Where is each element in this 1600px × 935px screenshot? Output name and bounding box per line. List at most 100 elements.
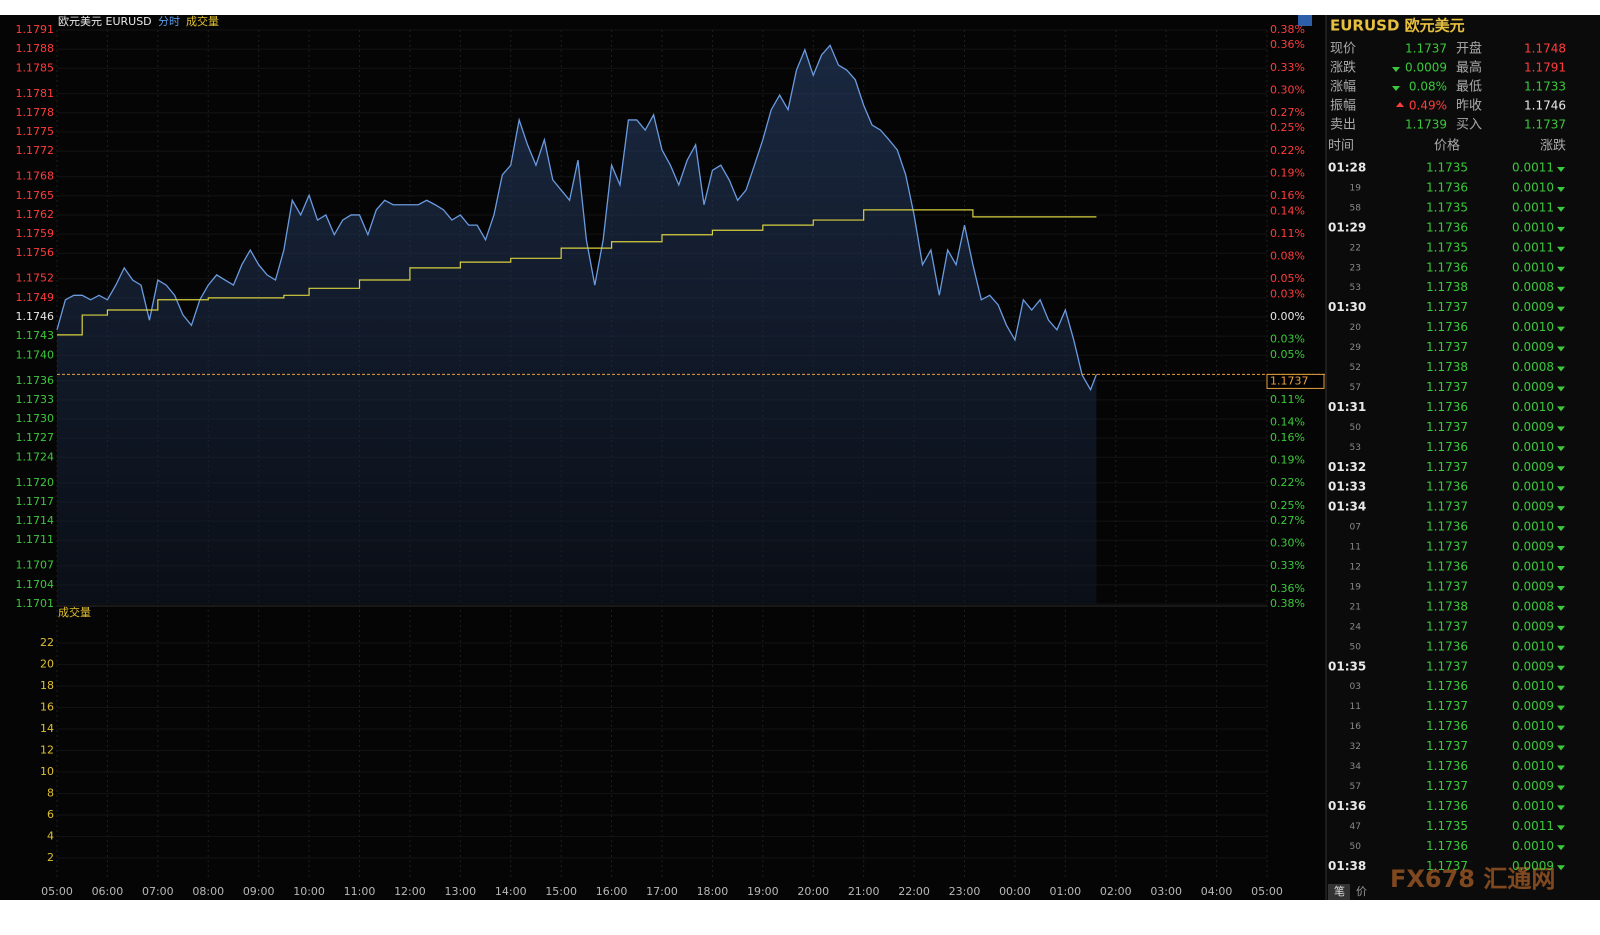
- trade-price: 1.1736: [1426, 320, 1468, 334]
- trade-change: 0.0008: [1512, 599, 1554, 613]
- arrow-icon: [1557, 745, 1565, 751]
- y2-tick-label: 0.14%: [1270, 416, 1305, 429]
- arrow-icon: [1557, 765, 1565, 771]
- trade-change: 0.0009: [1512, 500, 1554, 514]
- quote-label: 涨跌: [1330, 60, 1356, 76]
- x-tick-label: 17:00: [646, 885, 678, 898]
- x-tick-label: 14:00: [495, 885, 527, 898]
- arrow-icon: [1557, 685, 1565, 691]
- quote-value: 1.1748: [1524, 42, 1566, 56]
- trade-time: 16: [1350, 722, 1362, 732]
- quote-label: 卖出: [1330, 118, 1356, 133]
- indicator-label: 成交量: [186, 14, 219, 28]
- quote-value: 1.1746: [1524, 99, 1566, 113]
- x-tick-label: 05:00: [41, 885, 73, 898]
- arrow-icon: [1557, 286, 1565, 292]
- trade-price: 1.1737: [1426, 300, 1468, 314]
- trade-change: 0.0009: [1512, 579, 1554, 593]
- x-tick-label: 11:00: [344, 885, 376, 898]
- trade-time: 11: [1350, 702, 1361, 712]
- y2-tick-label: 0.14%: [1270, 204, 1305, 217]
- arrow-icon: [1557, 346, 1565, 352]
- trade-time: 53: [1350, 283, 1361, 293]
- quote-label: 涨幅: [1330, 80, 1356, 95]
- trade-change: 0.0009: [1512, 300, 1554, 314]
- trade-price: 1.1738: [1426, 280, 1468, 294]
- trade-time: 07: [1350, 523, 1361, 533]
- symbol-label: 欧元美元 EURUSD: [58, 15, 152, 28]
- trade-time: 01:35: [1328, 659, 1366, 673]
- trade-price: 1.1736: [1426, 679, 1468, 693]
- x-tick-label: 01:00: [1049, 885, 1081, 898]
- x-tick-label: 13:00: [444, 885, 476, 898]
- x-tick-label: 10:00: [293, 885, 325, 898]
- tab[interactable]: [1328, 884, 1350, 900]
- trade-time: 20: [1350, 323, 1362, 333]
- y2-tick-label: 0.22%: [1270, 144, 1305, 157]
- y2-tick-label: 0.19%: [1270, 167, 1305, 180]
- quote-label: 最高: [1456, 60, 1482, 76]
- y-tick-label: 1.1701: [16, 597, 55, 610]
- quote-value: 1.1737: [1405, 42, 1447, 56]
- quote-value: 1.1733: [1524, 80, 1566, 94]
- y-tick-label: 1.1756: [16, 246, 55, 259]
- arrow-icon: [1557, 486, 1565, 492]
- trade-time: 01:28: [1328, 161, 1366, 175]
- tab-label[interactable]: 笔: [1334, 884, 1345, 898]
- trade-time: 57: [1350, 383, 1361, 393]
- y-tick-label: 1.1785: [16, 61, 55, 74]
- tab-label[interactable]: 价: [1356, 885, 1367, 898]
- y2-tick-label: 0.38%: [1270, 23, 1305, 36]
- trade-change: 0.0010: [1512, 400, 1554, 414]
- y-tick-label: 1.1791: [16, 23, 55, 36]
- trade-change: 0.0010: [1512, 839, 1554, 853]
- trade-change: 0.0009: [1512, 420, 1554, 434]
- trade-time: 22: [1350, 243, 1361, 253]
- trade-change: 0.0009: [1512, 340, 1554, 354]
- y-tick-label: 22: [40, 636, 54, 649]
- arrow-icon: [1557, 805, 1565, 811]
- arrow-icon: [1557, 705, 1565, 711]
- y-tick-label: 1.1711: [16, 533, 55, 546]
- toggle-icon[interactable]: [1298, 15, 1312, 26]
- x-tick-label: 15:00: [545, 885, 577, 898]
- trade-time: 01:38: [1328, 859, 1366, 873]
- trade-price: 1.1735: [1426, 161, 1468, 175]
- trade-price: 1.1737: [1426, 460, 1468, 474]
- y2-tick-label: 0.11%: [1270, 227, 1305, 240]
- y-tick-label: 1.1752: [16, 272, 55, 285]
- y2-tick-label: 0.00%: [1270, 310, 1305, 323]
- y-tick-label: 1.1781: [16, 87, 55, 100]
- trade-price: 1.1737: [1426, 659, 1468, 673]
- trade-time: 52: [1350, 363, 1361, 373]
- arrow-icon: [1557, 167, 1565, 172]
- y2-tick-label: 0.36%: [1270, 582, 1305, 595]
- trade-time: 19: [1350, 183, 1362, 193]
- trade-price: 1.1738: [1426, 360, 1468, 374]
- trade-time: 01:30: [1328, 300, 1366, 314]
- y2-tick-label: 0.03%: [1270, 333, 1305, 346]
- trade-time: 01:34: [1328, 500, 1366, 514]
- trade-time: 50: [1350, 842, 1362, 852]
- arrow-icon: [1557, 785, 1565, 791]
- trade-price: 1.1738: [1426, 599, 1468, 613]
- trade-change: 0.0010: [1512, 480, 1554, 494]
- y-tick-label: 1.1733: [16, 393, 55, 406]
- arrow-icon: [1557, 665, 1565, 671]
- trade-price: 1.1737: [1426, 779, 1468, 793]
- trade-price: 1.1737: [1426, 420, 1468, 434]
- arrow-icon: [1557, 865, 1565, 871]
- quote-label: 振幅: [1330, 99, 1356, 114]
- x-tick-label: 07:00: [142, 885, 174, 898]
- y-tick-label: 1.1746: [16, 310, 55, 323]
- volume-title: 成交量: [58, 605, 91, 619]
- trade-time: 53: [1350, 443, 1361, 453]
- quote-title: EURUSD 欧元美元: [1330, 17, 1465, 35]
- trade-price: 1.1737: [1426, 739, 1468, 753]
- x-tick-label: 08:00: [192, 885, 224, 898]
- y-tick-label: 1.1788: [16, 42, 55, 55]
- arrow-icon: [1557, 825, 1565, 831]
- quote-value: 0.49%: [1409, 99, 1447, 113]
- quote-label: 最低: [1456, 80, 1482, 95]
